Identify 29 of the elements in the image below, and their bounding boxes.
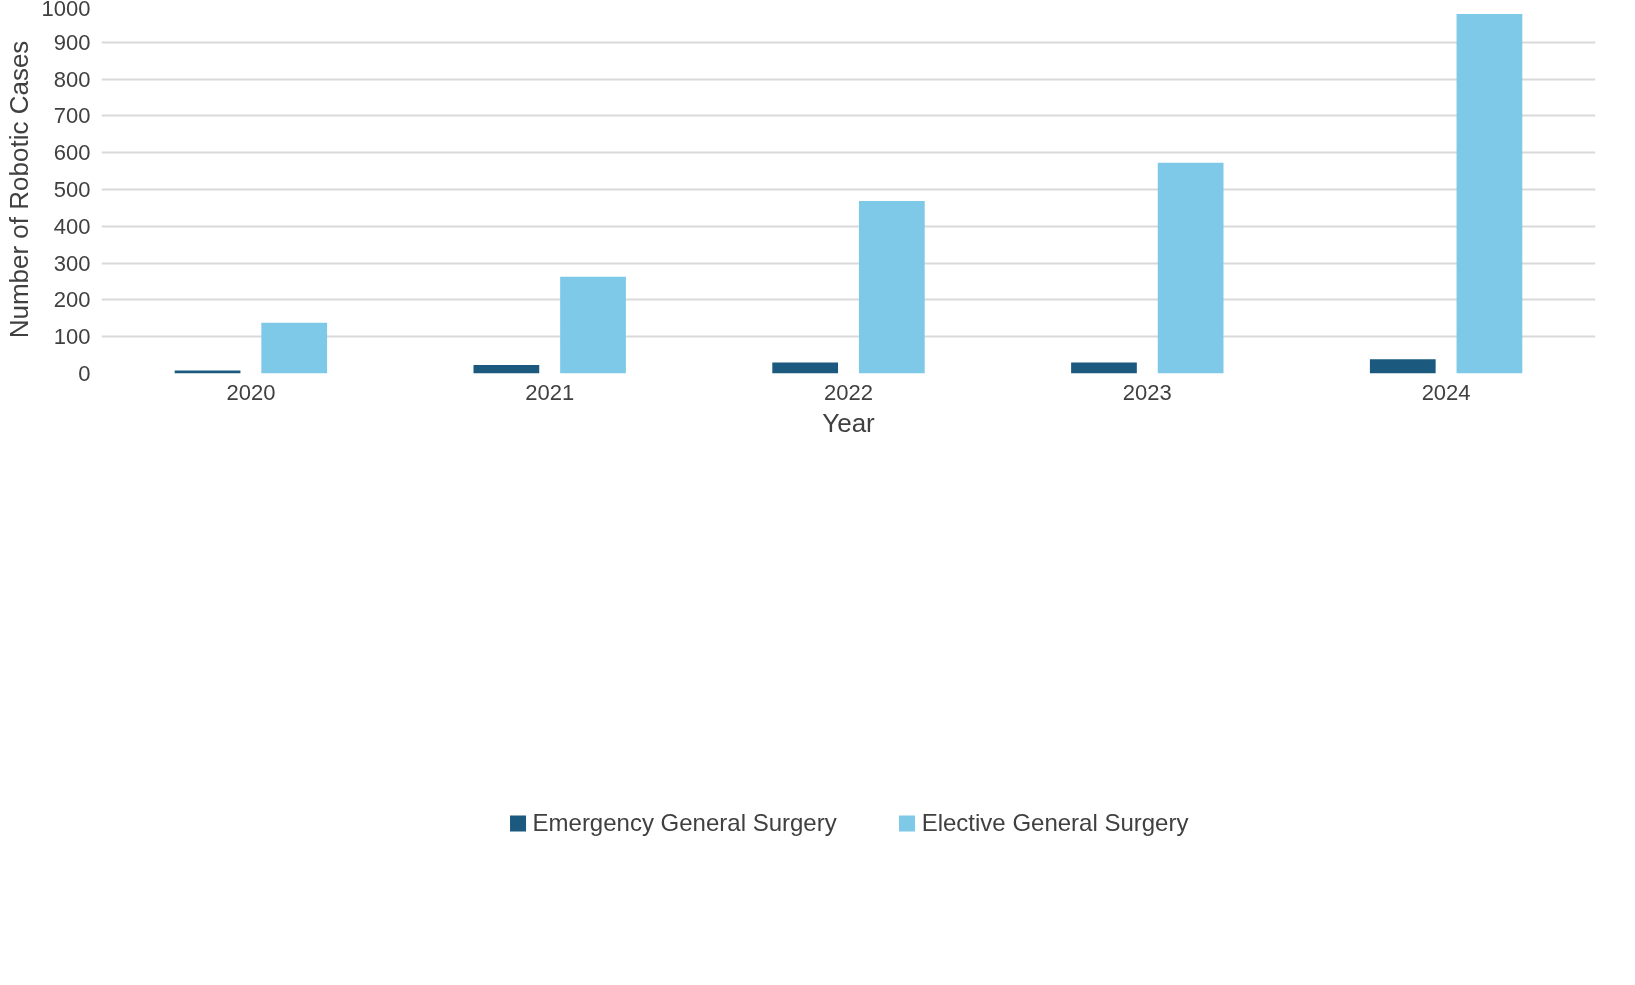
y-axis-title: Number of Robotic Cases (3, 40, 34, 339)
bar (1157, 162, 1224, 374)
x-axis-title: Year (822, 407, 876, 438)
bar (560, 276, 626, 374)
x-tick-label: 2024 (1421, 379, 1471, 405)
y-tick-label: 500 (53, 177, 91, 202)
x-tick-label: 2020 (226, 379, 276, 405)
y-tick-label: 100 (53, 324, 91, 350)
bar (858, 200, 925, 374)
legend-label: Emergency General Surgery (532, 809, 837, 837)
bar (1071, 362, 1137, 374)
bar (1456, 13, 1523, 374)
bar (473, 365, 540, 374)
y-tick-label: 700 (53, 103, 91, 129)
x-tick-label: 2021 (525, 379, 575, 405)
y-tick-label: 1000 (41, 0, 91, 21)
y-tick-label: 600 (53, 140, 91, 166)
y-tick-label: 200 (53, 287, 91, 313)
x-tick-label: 2023 (1122, 379, 1172, 405)
x-tick-label: 2022 (824, 379, 873, 405)
y-tick-label: 300 (53, 250, 91, 276)
bar (1369, 359, 1436, 374)
y-tick-label: 0 (78, 361, 91, 386)
y-tick-label: 900 (53, 29, 91, 55)
y-tick-label: 800 (53, 66, 91, 92)
legend-label: Elective General Surgery (921, 809, 1189, 837)
bar (772, 362, 839, 374)
bar (261, 322, 328, 374)
y-tick-label: 400 (53, 213, 91, 239)
